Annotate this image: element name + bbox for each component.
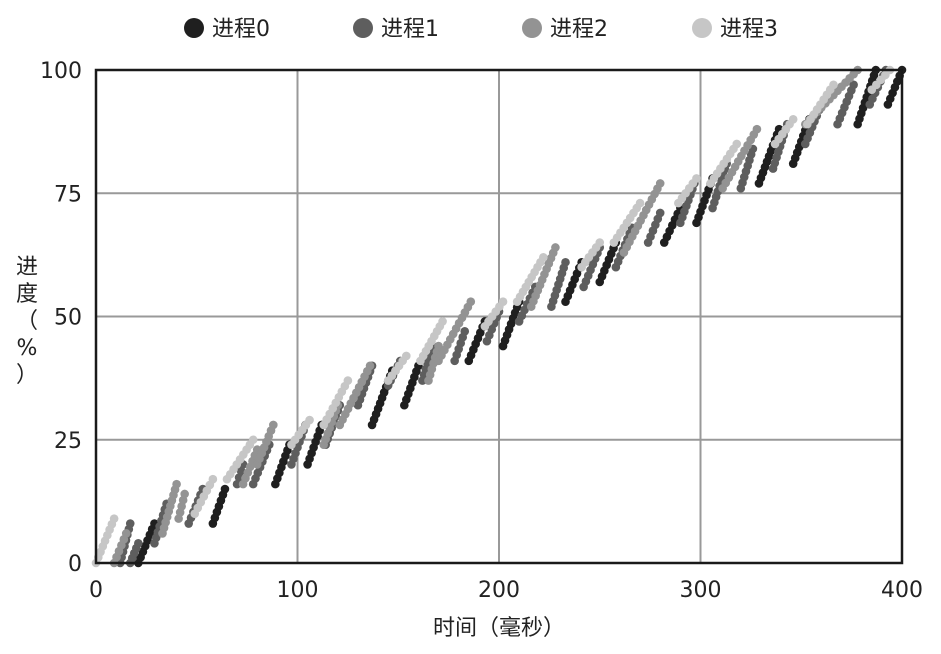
series-1-segment-0-point-7	[125, 519, 135, 528]
series-2-segment-9-point-11	[551, 243, 560, 252]
y-tick-label-0: 0	[68, 552, 82, 577]
y-axis-title-char-3: %	[17, 336, 38, 361]
y-axis-ticks: 0 25 50 75 100	[40, 59, 82, 577]
legend-label-3: 进程3	[720, 17, 778, 42]
legend-item-0: 进程0	[184, 17, 270, 42]
legend-marker-2	[522, 18, 542, 38]
series-3-segment-12-point-8	[732, 139, 742, 149]
x-tick-label-200: 200	[478, 578, 520, 603]
legend-marker-1	[353, 18, 373, 38]
y-axis-title-char-2: （	[16, 309, 38, 334]
x-tick-label-400: 400	[881, 578, 923, 603]
data-points	[91, 65, 907, 568]
legend-label-0: 进程0	[212, 17, 270, 42]
series-1-segment-4-point-2	[236, 466, 246, 476]
y-axis-title-char-0: 进	[16, 255, 38, 280]
legend: 进程0 进程1 进程2 进程3	[184, 17, 778, 42]
series-3-segment-13-point-5	[788, 115, 798, 124]
legend-item-1: 进程1	[353, 17, 439, 42]
series-3-segment-6-point-8	[438, 317, 447, 326]
series-1-segment-23-point-7	[849, 80, 858, 90]
y-axis-title-char-1: 度	[16, 282, 38, 307]
series-3	[91, 65, 895, 568]
series-2-segment-2-point-4	[180, 489, 189, 499]
series-3-segment-4-point-8	[343, 376, 353, 385]
series-1-segment-17-point-5	[655, 208, 665, 218]
series-2-segment-0-point-5	[121, 529, 131, 538]
series-2-segment-8-point-11	[466, 297, 476, 307]
series-1-segment-11-point-5	[460, 326, 470, 336]
y-tick-label-75: 75	[54, 182, 82, 207]
y-tick-label-25: 25	[54, 429, 82, 454]
series-3-segment-14-point-8	[829, 80, 838, 90]
y-axis-title-char-4: ）	[16, 363, 38, 388]
x-tick-label-0: 0	[89, 578, 103, 603]
x-axis-title: 时间（毫秒）	[433, 616, 565, 641]
x-tick-label-100: 100	[277, 578, 319, 603]
series-1-segment-4-point-0	[232, 479, 242, 489]
legend-item-2: 进程2	[522, 17, 608, 42]
series-3-segment-3-point-5	[305, 415, 314, 425]
series-2-segment-6-point-11	[365, 361, 375, 371]
x-tick-label-300: 300	[680, 578, 722, 603]
series-3-segment-2-point-8	[248, 435, 258, 445]
series-3-segment-8-point-9	[539, 253, 548, 262]
legend-label-1: 进程1	[381, 17, 439, 42]
series-2-segment-1-point-9	[172, 479, 181, 489]
series-0-segment-1-point-6	[220, 484, 230, 494]
series-2-segment-11-point-11	[752, 124, 762, 134]
series-2-segment-10-point-13	[655, 179, 665, 188]
series-1-segment-14-point-8	[561, 257, 570, 267]
legend-marker-0	[184, 18, 204, 38]
legend-marker-3	[692, 18, 712, 38]
legend-item-3: 进程3	[692, 17, 778, 42]
series-2-segment-4-point-7	[269, 420, 278, 430]
y-tick-label-100: 100	[40, 59, 82, 84]
y-axis-title: 进度（%）	[16, 255, 38, 388]
series-3-segment-5-point-5	[402, 351, 411, 361]
series-1-segment-1-point-4	[134, 538, 143, 548]
legend-label-2: 进程2	[550, 17, 608, 42]
series-3-segment-7-point-5	[498, 297, 508, 307]
x-axis-ticks: 0 100 200 300 400	[89, 578, 923, 603]
series-3-segment-1-point-6	[208, 474, 218, 484]
y-tick-label-50: 50	[54, 306, 82, 331]
series-1-segment-4-point-1	[234, 473, 244, 482]
series-3-segment-11-point-5	[692, 174, 701, 183]
series-3-segment-10-point-8	[635, 198, 645, 208]
plot-frame	[94, 68, 904, 565]
series-3-segment-9-point-5	[595, 238, 605, 247]
series-3-segment-0-point-8	[109, 514, 119, 523]
